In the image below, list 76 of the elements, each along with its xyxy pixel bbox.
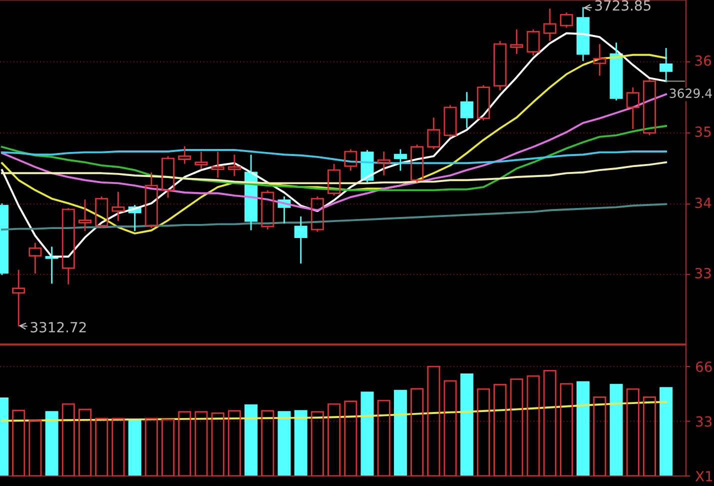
bar: [261, 410, 274, 476]
bar: [194, 411, 208, 476]
bar: [660, 387, 673, 476]
bar: [494, 384, 507, 476]
bar: [278, 411, 291, 476]
bar: [410, 388, 424, 476]
candlestick: [294, 216, 308, 264]
candlestick: [194, 152, 208, 170]
bar: [377, 400, 390, 476]
bar: [95, 418, 108, 476]
bar: [178, 411, 192, 476]
candlestick: [593, 44, 606, 76]
candlestick: [228, 154, 241, 176]
bar: [112, 418, 125, 476]
candlestick: [178, 146, 192, 164]
bar: [444, 380, 457, 476]
text: 35: [695, 126, 711, 137]
bar: [294, 410, 308, 476]
candlestick: [344, 149, 358, 171]
bar: [310, 411, 324, 476]
candlestick: [62, 208, 75, 284]
candlestick: [211, 152, 224, 178]
bar: [476, 388, 490, 476]
candlestick: [394, 149, 407, 171]
candlestick: [543, 8, 556, 41]
bar: [510, 378, 524, 476]
annotation: 3312.72: [30, 322, 86, 332]
bar: [45, 411, 58, 476]
line-series: [1, 400, 668, 422]
y-tick-label: 66: [696, 362, 712, 372]
bar: [244, 404, 258, 476]
bar: [228, 410, 241, 476]
candlestick: [526, 29, 540, 56]
text: 36: [695, 55, 712, 66]
bar: [28, 420, 42, 476]
candlestick: [510, 29, 524, 54]
bar: [560, 383, 573, 476]
bar: [344, 400, 358, 476]
bar: [427, 366, 440, 476]
candlestick: [494, 41, 507, 90]
bar: [78, 408, 92, 476]
text: 34: [695, 198, 712, 208]
bar: [12, 410, 26, 476]
bar: [526, 375, 540, 476]
bar: [543, 370, 556, 476]
bar: [626, 388, 640, 476]
candlestick: [427, 118, 440, 150]
bar: [144, 418, 158, 476]
bar: [394, 390, 407, 476]
candlestick: [95, 196, 108, 228]
bar: [62, 403, 75, 476]
y-tick-label: 33: [696, 416, 712, 427]
candlestick: [28, 242, 42, 274]
candlestick: [444, 105, 457, 138]
bar: [593, 396, 606, 476]
y-tick-label: X1: [695, 471, 712, 482]
candlestick: [377, 152, 390, 176]
bar: [610, 384, 623, 476]
candlestick: [112, 192, 125, 222]
annotation: 3723.85: [595, 0, 650, 11]
bar: [211, 412, 224, 476]
bar: [576, 381, 590, 476]
candlestick: [310, 196, 324, 232]
annotation: 3629.4: [670, 88, 712, 98]
bar: [360, 392, 374, 476]
candlestick: [144, 172, 158, 228]
bar: [128, 418, 142, 476]
bar: [328, 403, 341, 476]
candlestick: [460, 92, 474, 128]
bar: [162, 418, 175, 476]
bar: [642, 396, 656, 476]
candlestick: [626, 87, 640, 130]
candlestick: [660, 48, 673, 82]
candlestick: [610, 42, 623, 100]
bar: [460, 373, 474, 476]
candlestick: [261, 190, 274, 230]
